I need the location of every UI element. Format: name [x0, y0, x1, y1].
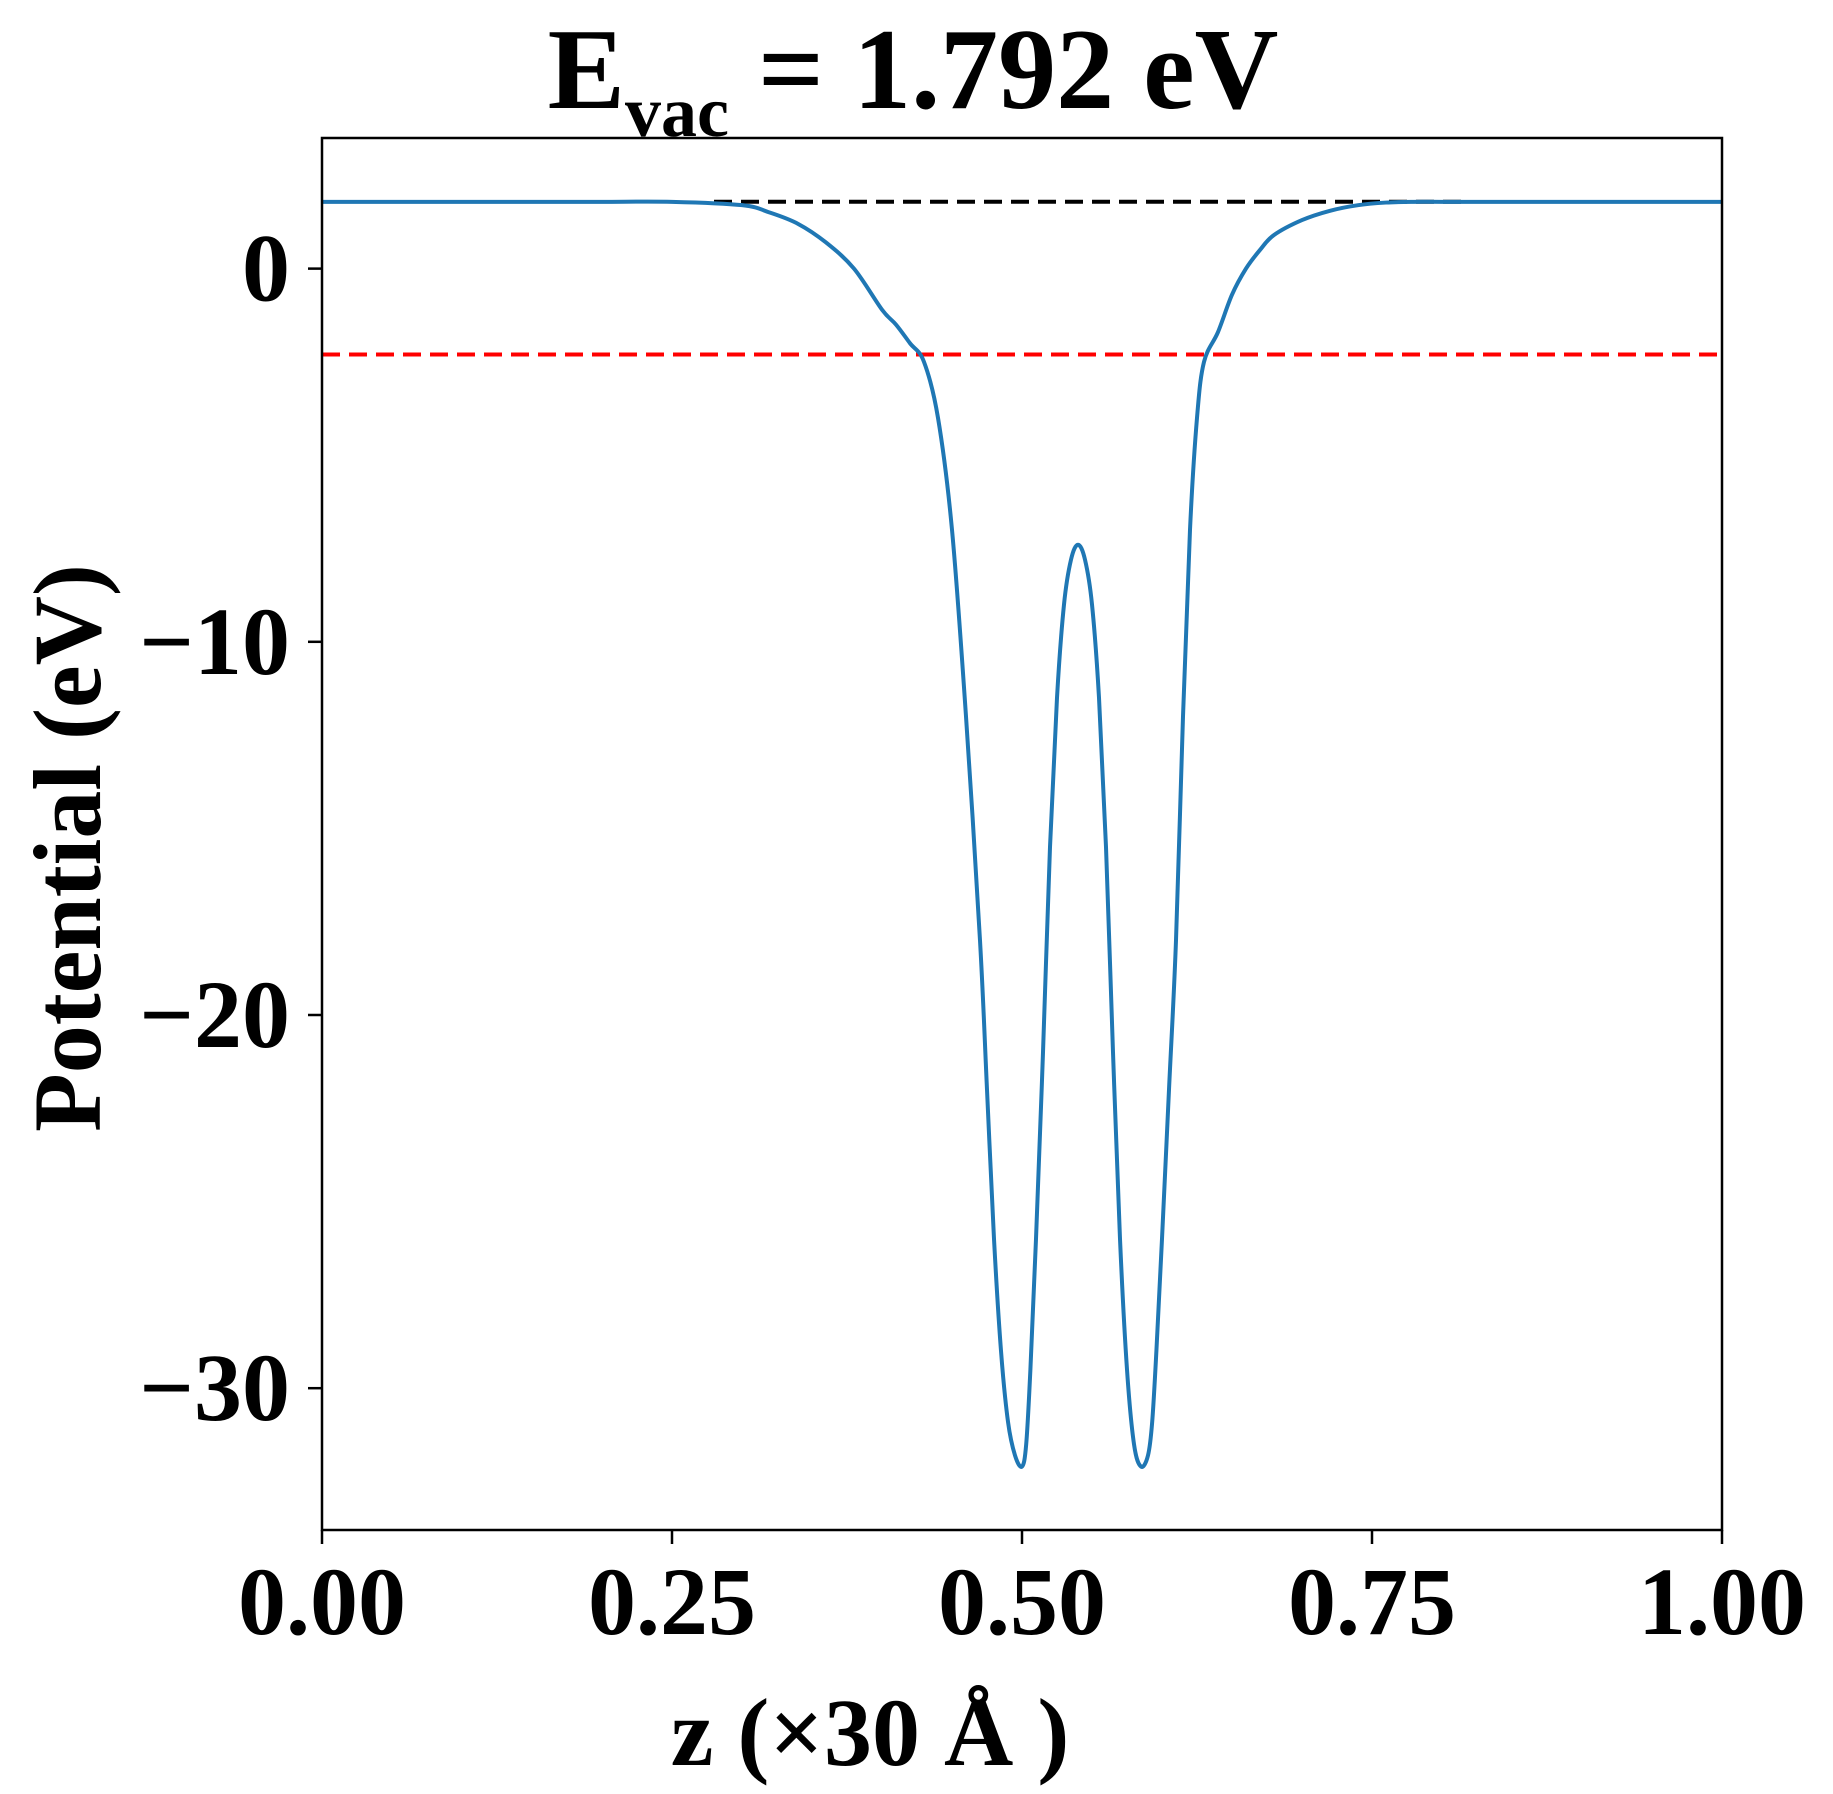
y-axis-ticks: 0 −10 −20 −30	[139, 215, 322, 1441]
x-tick-label: 0.75	[1288, 1548, 1456, 1655]
axes-frame	[320, 136, 1724, 1532]
plot-area: 0.00 0.25 0.50 0.75 1.00 0 −10 −20 −30	[139, 136, 1806, 1655]
x-tick-label: 1.00	[1638, 1548, 1806, 1655]
series-layer	[322, 199, 1722, 1469]
y-tick-label: 0	[242, 215, 290, 322]
y-tick-label: −10	[139, 588, 290, 695]
x-axis-label: z (×30 Å )	[671, 1679, 1070, 1786]
reference-lines	[322, 199, 1722, 357]
chart-title: Evac = 1.792 eV	[548, 6, 1279, 152]
x-tick-label: 0.25	[588, 1548, 756, 1655]
x-tick-label: 0.00	[238, 1548, 406, 1655]
y-axis-label: Potential (eV)	[14, 564, 121, 1132]
x-tick-label: 0.50	[938, 1548, 1106, 1655]
y-tick-label: −20	[139, 961, 290, 1068]
x-axis-ticks: 0.00 0.25 0.50 0.75 1.00	[238, 1530, 1806, 1655]
series-line-1	[322, 199, 1722, 1469]
y-tick-label: −30	[139, 1334, 290, 1441]
